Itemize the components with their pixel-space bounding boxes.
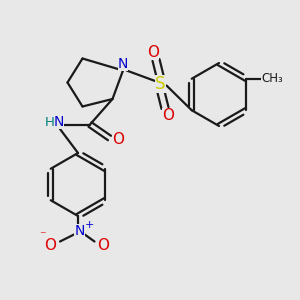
Text: H: H: [45, 116, 55, 129]
Text: N: N: [118, 58, 128, 71]
Text: O: O: [112, 132, 124, 147]
Text: O: O: [147, 45, 159, 60]
Text: O: O: [44, 238, 56, 253]
Text: N: N: [74, 224, 85, 238]
Text: ⁻: ⁻: [40, 230, 46, 243]
Text: O: O: [162, 108, 174, 123]
Text: +: +: [85, 220, 94, 230]
Text: O: O: [97, 238, 109, 253]
Text: CH₃: CH₃: [261, 72, 283, 85]
Text: S: S: [155, 75, 166, 93]
Text: N: N: [54, 115, 64, 129]
